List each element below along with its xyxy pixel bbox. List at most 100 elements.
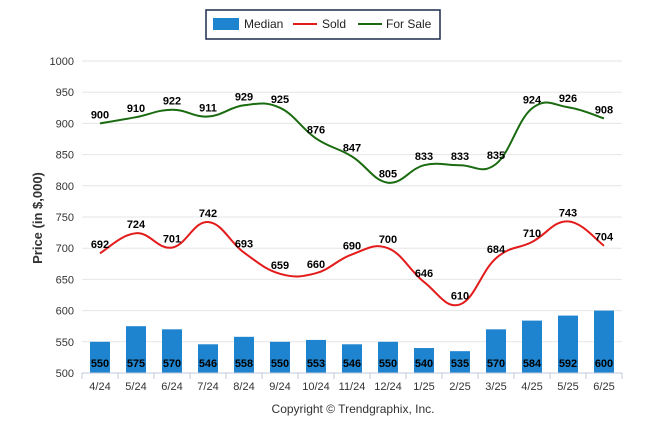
y-tick-label: 900 xyxy=(56,118,74,130)
y-axis-label: Price (in $,000) xyxy=(30,172,45,264)
median-bar-label: 592 xyxy=(559,358,577,370)
median-bar xyxy=(378,341,398,373)
sold-data-label: 610 xyxy=(451,290,469,302)
for-sale-data-label: 805 xyxy=(379,169,397,181)
for-sale-line xyxy=(99,101,605,184)
grid xyxy=(82,60,622,374)
legend: Median Sold For Sale xyxy=(205,9,441,40)
for-sale-data-label: 900 xyxy=(91,109,109,121)
median-bar xyxy=(162,329,182,373)
sold-data-label: 704 xyxy=(595,232,614,244)
x-tick-label: 4/24 xyxy=(89,381,110,393)
sold-data-label: 742 xyxy=(199,208,217,220)
median-bar xyxy=(126,326,146,373)
sold-data-label: 659 xyxy=(271,260,289,272)
legend-swatch-median xyxy=(213,18,239,30)
median-bar-label: 540 xyxy=(415,358,433,370)
legend-label-sold: Sold xyxy=(322,17,346,31)
x-tick-label: 7/24 xyxy=(197,381,218,393)
sold-data-label: 701 xyxy=(163,234,181,246)
sold-data-label: 743 xyxy=(559,207,577,219)
sold-data-label: 684 xyxy=(487,244,506,256)
sold-data-label: 693 xyxy=(235,239,253,251)
y-tick-label: 800 xyxy=(56,181,74,193)
sold-data-label: 710 xyxy=(523,228,541,240)
median-bar-label: 570 xyxy=(487,358,505,370)
y-tick-label: 550 xyxy=(56,337,74,349)
copyright-text: Copyright © Trendgraphix, Inc. xyxy=(272,402,435,416)
y-tick-label: 850 xyxy=(56,150,74,162)
median-bar-label: 550 xyxy=(271,358,289,370)
x-tick-label: 5/25 xyxy=(557,381,578,393)
x-tick-label: 9/24 xyxy=(269,381,290,393)
median-bar xyxy=(270,341,290,373)
for-sale-data-label: 929 xyxy=(235,91,253,103)
legend-label-median: Median xyxy=(244,17,283,31)
for-sale-data-label: 922 xyxy=(163,96,181,108)
for-sale-data-label: 876 xyxy=(307,124,325,136)
x-tick-label: 4/25 xyxy=(521,381,542,393)
x-tick-label: 3/25 xyxy=(485,381,506,393)
median-bar-label: 550 xyxy=(91,358,109,370)
median-bar xyxy=(306,339,326,373)
median-bar xyxy=(450,351,470,373)
median-bar-label: 575 xyxy=(127,358,145,370)
x-tick-label: 11/24 xyxy=(339,381,366,393)
median-bar-label: 546 xyxy=(343,358,361,370)
sold-data-label: 660 xyxy=(307,259,325,271)
y-tick-label: 500 xyxy=(56,368,74,380)
x-tick-label: 8/24 xyxy=(233,381,254,393)
median-bar-label: 550 xyxy=(379,358,397,370)
for-sale-data-label: 924 xyxy=(523,94,542,106)
median-bar xyxy=(414,348,434,373)
x-tick-label: 6/24 xyxy=(161,381,182,393)
median-bar-label: 558 xyxy=(235,358,253,370)
for-sale-data-label: 911 xyxy=(199,103,217,115)
median-bar xyxy=(522,320,542,373)
x-tick-label: 6/25 xyxy=(593,381,614,393)
y-tick-label: 750 xyxy=(56,212,74,224)
for-sale-data-label: 925 xyxy=(271,94,289,106)
median-bar-label: 553 xyxy=(307,358,325,370)
sold-data-label: 724 xyxy=(127,219,146,231)
axes: 500 550 600 650 700 750 800 850 900 950 1000 4/24 5/… xyxy=(50,56,623,393)
sold-data-label: 646 xyxy=(415,268,433,280)
data-labels: 550 575 570 546 558 550 553 546 550 540 535 570 584 5… xyxy=(91,91,614,370)
median-bar xyxy=(342,344,362,373)
y-tick-label: 950 xyxy=(56,87,74,99)
y-tick-label: 1000 xyxy=(50,56,74,68)
legend-label-for-sale: For Sale xyxy=(386,17,432,31)
y-tick-label: 650 xyxy=(56,274,74,286)
median-bar-label: 546 xyxy=(199,358,217,370)
x-tick-label: 2/25 xyxy=(449,381,470,393)
bars xyxy=(90,310,614,373)
median-bar xyxy=(90,341,110,373)
for-sale-data-label: 910 xyxy=(127,103,145,115)
sold-line xyxy=(99,220,605,307)
median-bar xyxy=(486,329,506,373)
median-bar-label: 600 xyxy=(595,358,613,370)
for-sale-data-label: 835 xyxy=(487,150,505,162)
median-bar xyxy=(234,336,254,373)
for-sale-data-label: 908 xyxy=(595,104,613,116)
x-tick-label: 5/24 xyxy=(125,381,146,393)
median-bar-label: 584 xyxy=(523,358,542,370)
median-bar xyxy=(198,344,218,373)
y-tick-label: 600 xyxy=(56,306,74,318)
sold-data-label: 692 xyxy=(91,239,109,251)
lines xyxy=(99,101,605,307)
median-bar xyxy=(594,310,614,373)
sold-data-label: 690 xyxy=(343,240,361,252)
for-sale-data-label: 833 xyxy=(451,151,469,163)
median-bar-label: 535 xyxy=(451,358,469,370)
x-tick-label: 1/25 xyxy=(413,381,434,393)
y-tick-label: 700 xyxy=(56,243,74,255)
legend-box xyxy=(205,9,441,40)
sold-data-label: 700 xyxy=(379,234,397,246)
for-sale-data-label: 833 xyxy=(415,151,433,163)
for-sale-data-label: 926 xyxy=(559,93,577,105)
x-tick-label: 10/24 xyxy=(302,381,330,393)
median-bar-label: 570 xyxy=(163,358,181,370)
x-tick-label: 12/24 xyxy=(374,381,402,393)
